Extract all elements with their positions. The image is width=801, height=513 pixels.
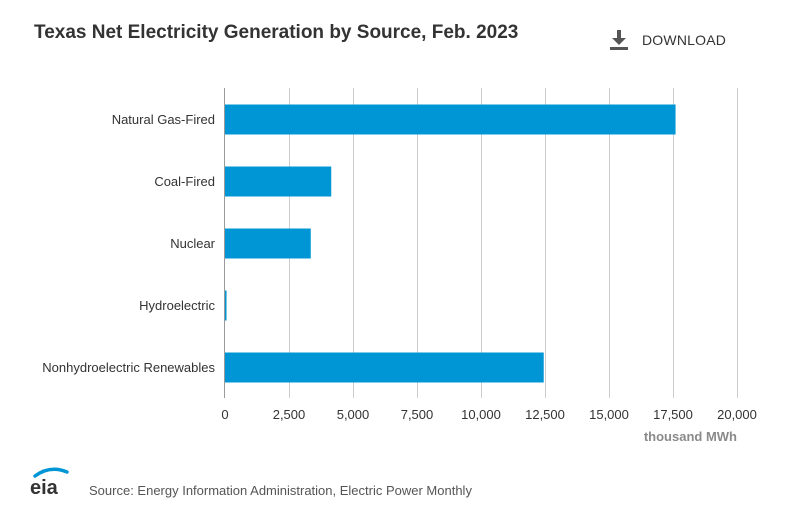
download-icon (610, 30, 628, 50)
x-tick-label: 10,000 (461, 407, 501, 422)
bar (225, 352, 544, 383)
download-label: DOWNLOAD (642, 32, 727, 48)
x-tick-label: 20,000 (717, 407, 757, 422)
bar (225, 228, 311, 259)
x-tick-label: 17,500 (653, 407, 693, 422)
eia-logo: eia (30, 467, 69, 498)
x-tick-label: 15,000 (589, 407, 629, 422)
category-label: Natural Gas-Fired (112, 112, 215, 127)
x-tick-label: 12,500 (525, 407, 565, 422)
category-label: Nuclear (170, 236, 215, 251)
download-button[interactable]: DOWNLOAD (608, 28, 726, 52)
x-axis-label: thousand MWh (644, 429, 737, 444)
x-tick-label: 5,000 (337, 407, 370, 422)
x-tick-label: 2,500 (273, 407, 306, 422)
chart-title: Texas Net Electricity Generation by Sour… (34, 22, 519, 43)
bar (225, 290, 227, 321)
source-note: Source: Energy Information Administratio… (89, 483, 472, 498)
eia-logo-text: eia (30, 477, 59, 498)
bar (225, 104, 676, 135)
bar (225, 166, 332, 197)
category-label: Hydroelectric (139, 298, 215, 313)
category-label: Coal-Fired (154, 174, 215, 189)
x-tick-label: 7,500 (401, 407, 434, 422)
x-tick-label: 0 (221, 407, 228, 422)
category-label: Nonhydroelectric Renewables (42, 360, 215, 375)
